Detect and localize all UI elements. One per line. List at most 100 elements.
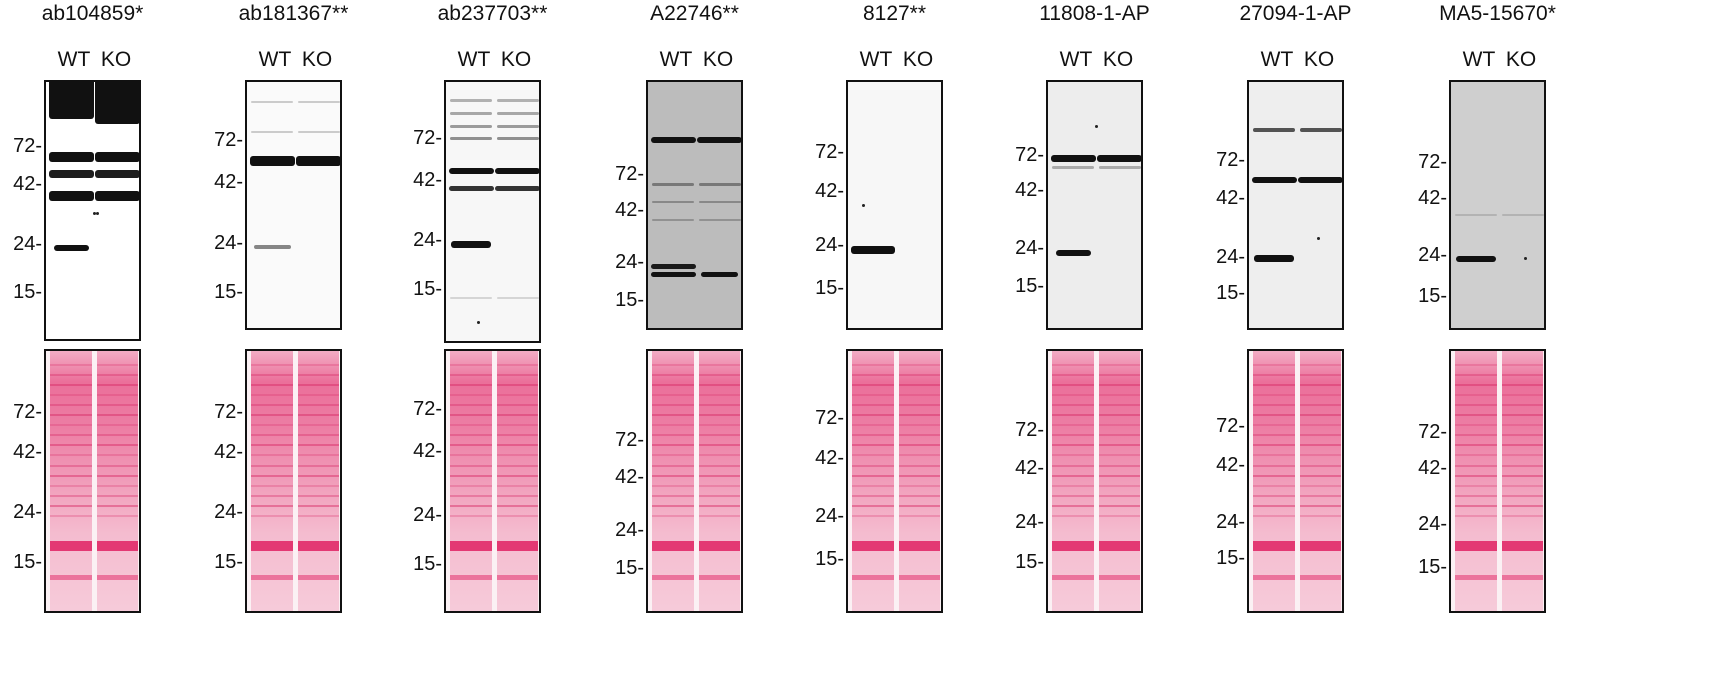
mw-marker-blot: 24- [13,233,42,255]
stain-band [1253,444,1295,447]
stain-band [496,414,538,417]
stain-band [96,541,138,552]
stain-lane [1299,351,1341,611]
stain-band [1299,384,1341,387]
protein-band [53,245,89,251]
stain-band [496,454,538,457]
mw-marker-blot: 72- [1015,144,1044,166]
western-blot-image [245,80,342,330]
stain-band [698,575,740,581]
blot-panel: 8127** WT KO 72- 42- 24- 15- 72- 42- 24- 15- [815,0,1011,674]
stain-band [1098,374,1140,377]
lane-label-wt: WT [57,48,91,71]
stain-band [496,494,538,497]
stain-band [1253,541,1295,552]
stain-band [898,575,940,581]
stain-band [1455,474,1497,477]
protein-band [297,131,340,133]
stain-band [852,454,894,457]
mw-marker-stain: 42- [815,447,844,469]
lane-label-ko: KO [1102,48,1134,71]
stain-band [1052,404,1094,407]
stain-band [1052,414,1094,417]
stain-band [50,575,92,581]
stain-band [852,541,894,552]
stain-band [652,434,694,437]
mw-marker-blot: 15- [815,277,844,299]
stain-band [251,394,293,397]
stain-band [1098,444,1140,447]
lane-label-wt: WT [659,48,693,71]
lane-label-ko: KO [100,48,132,71]
mw-marker-blot: 42- [1418,187,1447,209]
stain-band [96,384,138,387]
stain-band [450,364,492,367]
stain-band [96,464,138,467]
stain-band [1455,454,1497,457]
stain-band [96,444,138,447]
stain-band [1501,514,1543,517]
mw-marker-stain: 42- [214,441,243,463]
stain-band [1098,464,1140,467]
stain-lane [1098,351,1140,611]
mw-marker-stain: 24- [413,504,442,526]
mw-marker-blot: 72- [13,135,42,157]
mw-marker-blot: 15- [1216,282,1245,304]
mw-marker-blot: 15- [1418,285,1447,307]
stain-band [496,464,538,467]
stain-band [1098,394,1140,397]
mw-marker-blot: 24- [214,232,243,254]
stain-band [898,474,940,477]
stain-band [50,404,92,407]
lane-label-wt: WT [1059,48,1093,71]
mw-marker-stain: 72- [413,398,442,420]
protein-band [698,219,741,221]
stain-band [50,414,92,417]
antibody-label: A22746** [650,2,739,25]
protein-band [253,245,291,249]
lane-label-wt: WT [859,48,893,71]
protein-band [496,124,539,128]
stain-band [1052,514,1094,517]
mw-marker-blot: 24- [1015,237,1044,259]
protein-band [496,111,539,115]
protein-band [495,185,539,191]
stain-band [251,414,293,417]
speckle [477,321,480,324]
stain-band [1299,414,1341,417]
stain-band [1098,384,1140,387]
stain-band [698,404,740,407]
stain-band [1098,494,1140,497]
protein-band [48,82,94,119]
mw-marker-blot: 24- [1418,244,1447,266]
stain-band [1455,444,1497,447]
stain-band [1253,474,1295,477]
blot-panel: ab181367** WT KO 72- 42- 24- 15- 72- 42- 24- 15- [208,0,404,674]
stain-band [450,484,492,487]
stain-band [1098,514,1140,517]
stain-band [1253,464,1295,467]
stain-band [297,434,339,437]
stain-band [450,444,492,447]
mw-marker-blot: 72- [214,129,243,151]
stain-band [652,504,694,507]
mw-marker-stain: 24- [214,501,243,523]
stain-band [1501,364,1543,367]
stain-band [698,454,740,457]
stain-lane [96,351,138,611]
mw-marker-stain: 15- [1418,556,1447,578]
stain-band [297,494,339,497]
stain-band [1253,434,1295,437]
protein-band [450,136,493,140]
mw-marker-stain: 24- [13,501,42,523]
mw-marker-stain: 24- [1015,511,1044,533]
stain-band [251,494,293,497]
protein-band [95,191,139,201]
stain-band [1052,474,1094,477]
stain-band [1455,424,1497,427]
stain-band [96,575,138,581]
blot-panel: ab237703** WT KO 72- 42- 24- 15- 72- 42- 24- 15- [411,0,607,674]
protein-band [1098,165,1141,169]
stain-band [1052,494,1094,497]
stain-band [251,464,293,467]
